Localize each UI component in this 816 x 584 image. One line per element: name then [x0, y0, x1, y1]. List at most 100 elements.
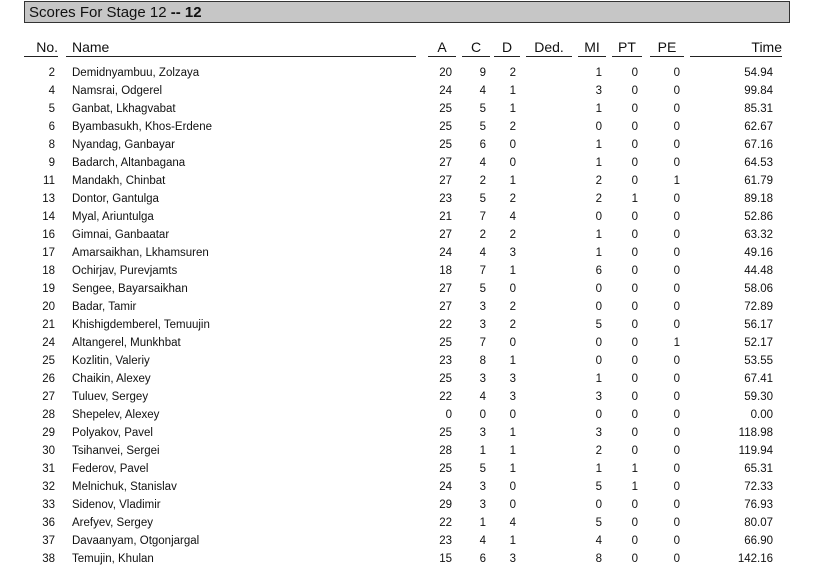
cell-mi: 1	[595, 67, 602, 79]
table-row: 30 Tsihanvei, Sergei 28 1 1 2 0 0 119.94	[0, 442, 816, 460]
cell-time: 72.33	[744, 481, 773, 493]
page-title: Scores For Stage 12 -- 12	[24, 1, 790, 23]
cell-name: Dontor, Gantulga	[72, 193, 159, 205]
table-row: 20 Badar, Tamir 27 3 2 0 0 0 72.89	[0, 298, 816, 316]
table-row: 37 Davaanyam, Otgonjargal 23 4 1 4 0 0 66.90	[0, 532, 816, 550]
cell-a: 22	[439, 319, 452, 331]
cell-c: 3	[479, 499, 486, 511]
cell-c: 3	[479, 319, 486, 331]
cell-mi: 1	[595, 139, 602, 151]
cell-name: Nyandag, Ganbayar	[72, 139, 175, 151]
cell-name: Arefyev, Sergey	[72, 517, 153, 529]
cell-a: 24	[439, 247, 452, 259]
cell-mi: 3	[595, 85, 602, 97]
cell-pt: 0	[631, 85, 638, 97]
cell-mi: 5	[595, 481, 602, 493]
cell-pt: 0	[631, 157, 638, 169]
cell-time: 118.98	[738, 427, 773, 439]
cell-d: 0	[509, 157, 516, 169]
cell-time: 44.48	[744, 265, 773, 277]
cell-d: 4	[509, 211, 516, 223]
cell-d: 1	[509, 445, 516, 457]
cell-name: Badar, Tamir	[72, 301, 137, 313]
cell-pe: 0	[673, 103, 680, 115]
cell-a: 29	[439, 499, 452, 511]
cell-a: 25	[439, 427, 452, 439]
cell-time: 58.06	[744, 283, 773, 295]
cell-mi: 4	[595, 535, 602, 547]
cell-pt: 0	[631, 319, 638, 331]
cell-no: 5	[48, 103, 55, 115]
cell-c: 1	[479, 517, 486, 529]
cell-mi: 6	[595, 265, 602, 277]
cell-d: 0	[509, 337, 516, 349]
cell-name: Altangerel, Munkhbat	[72, 337, 181, 349]
cell-no: 25	[42, 355, 55, 367]
cell-name: Temujin, Khulan	[72, 553, 154, 565]
cell-mi: 0	[595, 211, 602, 223]
table-row: 31 Federov, Pavel 25 5 1 1 1 0 65.31	[0, 460, 816, 478]
cell-pe: 0	[673, 319, 680, 331]
cell-name: Ganbat, Lkhagvabat	[72, 103, 176, 115]
column-header-no: No.	[24, 38, 58, 57]
cell-name: Ochirjav, Purevjamts	[72, 265, 178, 277]
cell-pe: 0	[673, 373, 680, 385]
cell-c: 7	[479, 265, 486, 277]
cell-c: 8	[479, 355, 486, 367]
cell-name: Shepelev, Alexey	[72, 409, 160, 421]
table-row: 24 Altangerel, Munkhbat 25 7 0 0 0 1 52.17	[0, 334, 816, 352]
cell-d: 1	[509, 103, 516, 115]
cell-no: 4	[48, 85, 55, 97]
cell-a: 27	[439, 283, 452, 295]
cell-time: 80.07	[744, 517, 773, 529]
cell-a: 24	[439, 481, 452, 493]
cell-time: 76.93	[744, 499, 773, 511]
cell-pt: 0	[631, 229, 638, 241]
cell-c: 3	[479, 427, 486, 439]
table-row: 5 Ganbat, Lkhagvabat 25 5 1 1 0 0 85.31	[0, 100, 816, 118]
cell-pe: 0	[673, 355, 680, 367]
cell-name: Amarsaikhan, Lkhamsuren	[72, 247, 209, 259]
cell-no: 27	[42, 391, 55, 403]
cell-c: 5	[479, 193, 486, 205]
cell-a: 24	[439, 85, 452, 97]
cell-a: 23	[439, 193, 452, 205]
cell-d: 3	[509, 247, 516, 259]
cell-pe: 0	[673, 463, 680, 475]
cell-mi: 0	[595, 499, 602, 511]
cell-pe: 0	[673, 517, 680, 529]
table-row: 11 Mandakh, Chinbat 27 2 1 2 0 1 61.79	[0, 172, 816, 190]
cell-no: 2	[48, 67, 55, 79]
cell-pt: 1	[631, 463, 638, 475]
cell-c: 5	[479, 463, 486, 475]
cell-pe: 0	[673, 535, 680, 547]
cell-a: 27	[439, 301, 452, 313]
cell-no: 33	[42, 499, 55, 511]
table-row: 14 Myal, Ariuntulga 21 7 4 0 0 0 52.86	[0, 208, 816, 226]
cell-pe: 0	[673, 391, 680, 403]
cell-name: Badarch, Altanbagana	[72, 157, 186, 169]
cell-time: 67.41	[744, 373, 773, 385]
cell-a: 18	[439, 265, 452, 277]
cell-c: 5	[479, 103, 486, 115]
cell-d: 0	[509, 283, 516, 295]
cell-d: 2	[509, 67, 516, 79]
cell-a: 27	[439, 229, 452, 241]
table-row: 27 Tuluev, Sergey 22 4 3 3 0 0 59.30	[0, 388, 816, 406]
table-row: 38 Temujin, Khulan 15 6 3 8 0 0 142.16	[0, 550, 816, 568]
table-row: 9 Badarch, Altanbagana 27 4 0 1 0 0 64.53	[0, 154, 816, 172]
cell-pt: 0	[631, 337, 638, 349]
table-row: 32 Melnichuk, Stanislav 24 3 0 5 1 0 72.33	[0, 478, 816, 496]
cell-a: 22	[439, 391, 452, 403]
cell-time: 67.16	[744, 139, 773, 151]
cell-time: 66.90	[744, 535, 773, 547]
cell-mi: 1	[595, 157, 602, 169]
cell-d: 1	[509, 427, 516, 439]
column-header-pe: PE	[650, 38, 684, 57]
cell-d: 3	[509, 391, 516, 403]
cell-pt: 0	[631, 121, 638, 133]
cell-c: 3	[479, 301, 486, 313]
cell-time: 89.18	[744, 193, 773, 205]
cell-mi: 0	[595, 355, 602, 367]
cell-time: 62.67	[744, 121, 773, 133]
